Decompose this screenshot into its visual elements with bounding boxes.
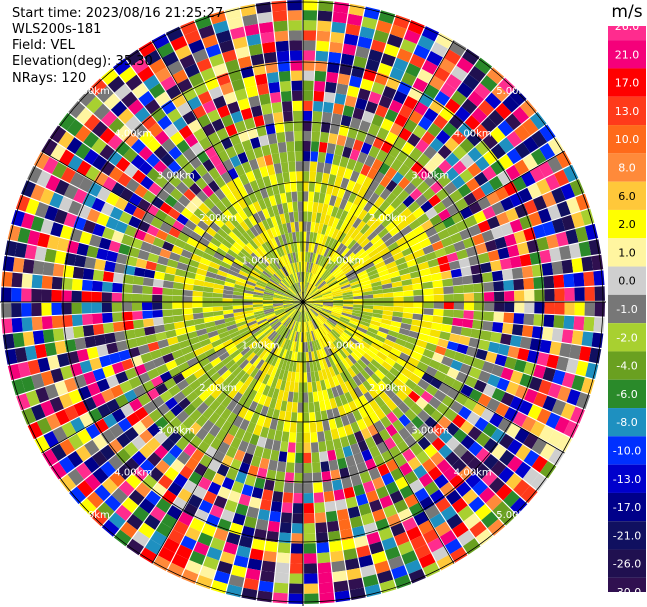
range-ring-label: 2.00km [199, 383, 237, 394]
range-ring-labels: 1.00km 1.00km 1.00km 1.00km 2.00km 2.00km 2.00… [72, 86, 534, 521]
colorbar-swatch [608, 96, 646, 126]
range-ring-label: 5.00km [496, 86, 534, 97]
colorbar-swatch [608, 351, 646, 380]
start-time: Start time: 2023/08/16 21:25:27 [12, 6, 224, 21]
azimuth-spoke [41, 301, 304, 454]
range-ring-label: 2.00km [199, 213, 237, 224]
colorbar-tick-label: -26.0 [613, 558, 641, 571]
colorbar-tick-label: 8.0 [618, 162, 636, 175]
colorbar-swatch [608, 521, 646, 550]
colorbar-tick-label: -13.0 [613, 473, 641, 486]
colorbar-tick-label: -1.0 [616, 303, 637, 316]
range-ring-label: 5.00km [496, 510, 534, 521]
range-ring-label: 1.00km [242, 256, 280, 267]
colorbar-tick-label: -10.0 [613, 445, 641, 458]
range-ring-label: 1.00km [327, 256, 365, 267]
range-ring-label: 4.00km [454, 468, 492, 479]
colorbar-swatch [608, 408, 646, 437]
colorbar-tick-label: 13.0 [615, 105, 640, 118]
colorbar-tick-label: 6.0 [618, 190, 636, 203]
colorbar-tick-label: 17.0 [615, 77, 640, 90]
range-ring-label: 3.00km [157, 171, 195, 182]
azimuth-spoke [302, 301, 565, 454]
colorbar-swatch [608, 40, 646, 69]
range-ring-label: 2.00km [369, 383, 407, 394]
colorbar-tick-label: 21.0 [615, 48, 640, 61]
range-ring-label: 3.00km [411, 171, 449, 182]
colorbar-swatch [608, 323, 646, 352]
colorbar-tick-label: 2.0 [618, 218, 636, 231]
colorbar-swatch [608, 209, 646, 239]
colorbar-swatch [608, 125, 646, 154]
azimuth-spoke [302, 301, 455, 564]
colorbar-tick-label: 26.0 [615, 20, 640, 33]
range-ring-label: 4.00km [114, 128, 152, 139]
range-ring-label: 3.00km [157, 425, 195, 436]
colorbar-swatch [608, 26, 646, 41]
range-ring-label: 4.00km [454, 128, 492, 139]
colorbar-tick-label: -21.0 [613, 529, 641, 542]
colorbar-tick-label: 1.0 [618, 246, 636, 259]
range-ring-label: 1.00km [242, 340, 280, 351]
azimuth-spoke [302, 150, 565, 303]
colorbar-swatch [608, 153, 646, 182]
velocity-field [1, 0, 605, 604]
range-ring-label: 3.00km [411, 425, 449, 436]
instrument-name: WLS200s-181 [12, 22, 102, 37]
colorbar-tick-label: -2.0 [616, 331, 637, 344]
range-ring-label: 4.00km [114, 468, 152, 479]
colorbar-swatch [608, 266, 646, 295]
colorbar-swatch [608, 464, 646, 493]
colorbar-tick-label: 0.0 [618, 275, 636, 288]
colorbar-tick-label: -6.0 [616, 388, 637, 401]
colorbar-swatch [608, 577, 646, 592]
colorbar-title: m/s [611, 2, 642, 22]
azimuth-spoke [151, 301, 304, 564]
colorbar-tick-label: -8.0 [616, 416, 637, 429]
azimuth-spoke [302, 40, 455, 303]
field-label: Field: VEL [12, 38, 75, 53]
colorbar-swatch [608, 294, 646, 324]
range-ring-label: 5.00km [72, 510, 110, 521]
colorbar-swatch [608, 549, 646, 578]
azimuth-spoke [151, 40, 304, 303]
colorbar-swatch [608, 379, 646, 409]
colorbar-tick-label: 10.0 [615, 133, 640, 146]
elevation-label: Elevation(deg): 35.30 [12, 54, 153, 69]
colorbar-tick-label: -17.0 [613, 501, 641, 514]
range-ring-label: 1.00km [327, 340, 365, 351]
colorbar-tick-label: -4.0 [616, 360, 637, 373]
colorbar-swatch [608, 68, 646, 97]
colorbar-swatch [608, 238, 646, 267]
colorbar-swatch [608, 181, 646, 210]
range-ring-label: 2.00km [369, 213, 407, 224]
colorbar-swatch [608, 492, 646, 522]
azimuth-spoke [41, 150, 304, 303]
colorbar-swatch [608, 436, 646, 465]
nrays-label: NRays: 120 [12, 71, 87, 86]
range-ring-label: 5.00km [72, 86, 110, 97]
colorbar-tick-label: -30.0 [613, 586, 641, 599]
